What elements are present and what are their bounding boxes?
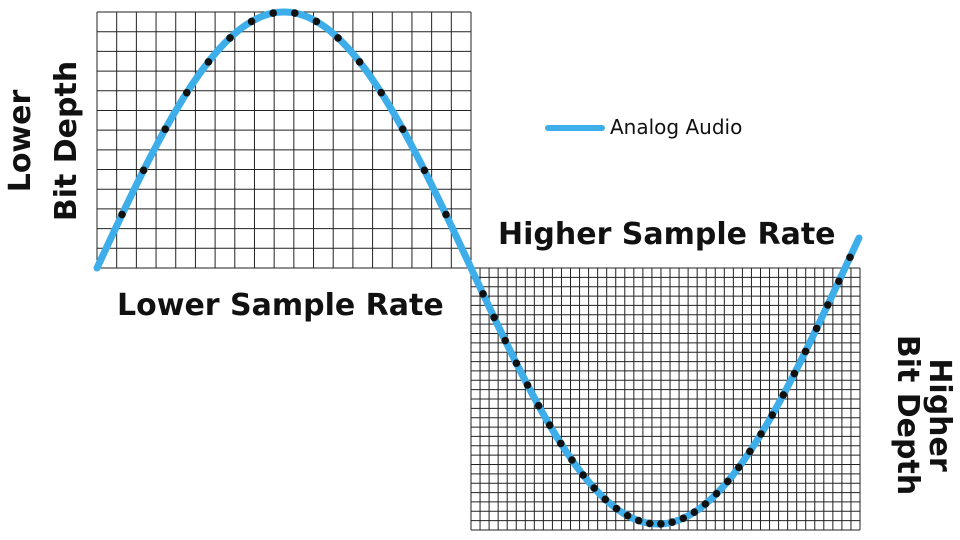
sample-point-high	[579, 471, 587, 479]
sample-point-high	[568, 456, 576, 464]
sample-point-high	[557, 439, 565, 448]
sample-point-high	[623, 511, 632, 520]
sample-point-high	[712, 489, 721, 498]
sample-point-high	[490, 313, 498, 322]
sample-point-high	[545, 421, 554, 430]
sample-point-high	[757, 430, 765, 438]
sample-point-high	[835, 277, 843, 286]
sample-point-high	[523, 381, 532, 389]
sample-point-high	[534, 401, 543, 410]
high-sample-rate-points	[479, 253, 854, 528]
sample-point-low	[334, 34, 342, 42]
lower-bit-depth-label: Lower Bit Depth	[3, 61, 84, 221]
sample-point-high	[634, 516, 643, 525]
analog-audio-wave	[93, 8, 863, 528]
low-sample-rate-points	[118, 9, 450, 219]
sample-point-low	[247, 17, 256, 26]
legend: Analog Audio	[545, 115, 742, 139]
sample-point-low	[312, 17, 321, 26]
sample-point-low	[118, 210, 126, 219]
sample-point-high	[657, 520, 665, 528]
legend-label-analog: Analog Audio	[610, 115, 742, 139]
sample-point-high	[723, 477, 732, 486]
sample-point-low	[226, 34, 234, 42]
sample-point-high	[701, 500, 710, 508]
sample-point-low	[420, 166, 429, 175]
sample-point-high	[779, 391, 788, 399]
sample-point-high	[746, 447, 754, 456]
sample-point-low	[269, 9, 278, 17]
higher-bit-depth-line1: Higher	[922, 358, 957, 472]
sample-point-high	[612, 504, 621, 513]
sample-point-low	[377, 88, 386, 97]
sample-point-high	[768, 411, 776, 419]
sample-point-high	[479, 290, 487, 298]
sample-point-high	[512, 359, 521, 368]
lower-bit-depth-line1: Lower	[3, 90, 38, 193]
high-resolution-grid	[470, 267, 861, 531]
sample-point-high	[590, 484, 598, 492]
sample-point-low	[355, 58, 364, 66]
higher-bit-depth-label: Higher Bit Depth	[890, 335, 957, 495]
sample-point-high	[646, 519, 654, 528]
sample-point-high	[812, 324, 821, 333]
sample-point-low	[291, 9, 299, 17]
higher-bit-depth-line2: Bit Depth	[890, 335, 925, 495]
sample-point-high	[501, 336, 510, 345]
sample-point-high	[735, 463, 743, 472]
lower-sample-rate-label: Lower Sample Rate	[117, 288, 444, 323]
lower-bit-depth-line2: Bit Depth	[49, 61, 84, 221]
sample-point-high	[668, 518, 676, 526]
sample-point-low	[442, 210, 450, 219]
sample-point-high	[824, 301, 832, 309]
sample-point-low	[399, 125, 407, 133]
sample-point-low	[139, 166, 148, 175]
sample-point-low	[183, 88, 191, 97]
sample-point-high	[801, 347, 810, 356]
sample-point-high	[679, 514, 687, 523]
sample-point-high	[846, 253, 854, 262]
sample-point-high	[601, 495, 610, 504]
sample-point-low	[161, 125, 169, 133]
higher-sample-rate-label: Higher Sample Rate	[498, 217, 836, 252]
low-resolution-grid	[96, 11, 472, 269]
sample-point-high	[690, 508, 699, 516]
sample-point-high	[790, 369, 799, 378]
sample-point-low	[204, 58, 213, 66]
